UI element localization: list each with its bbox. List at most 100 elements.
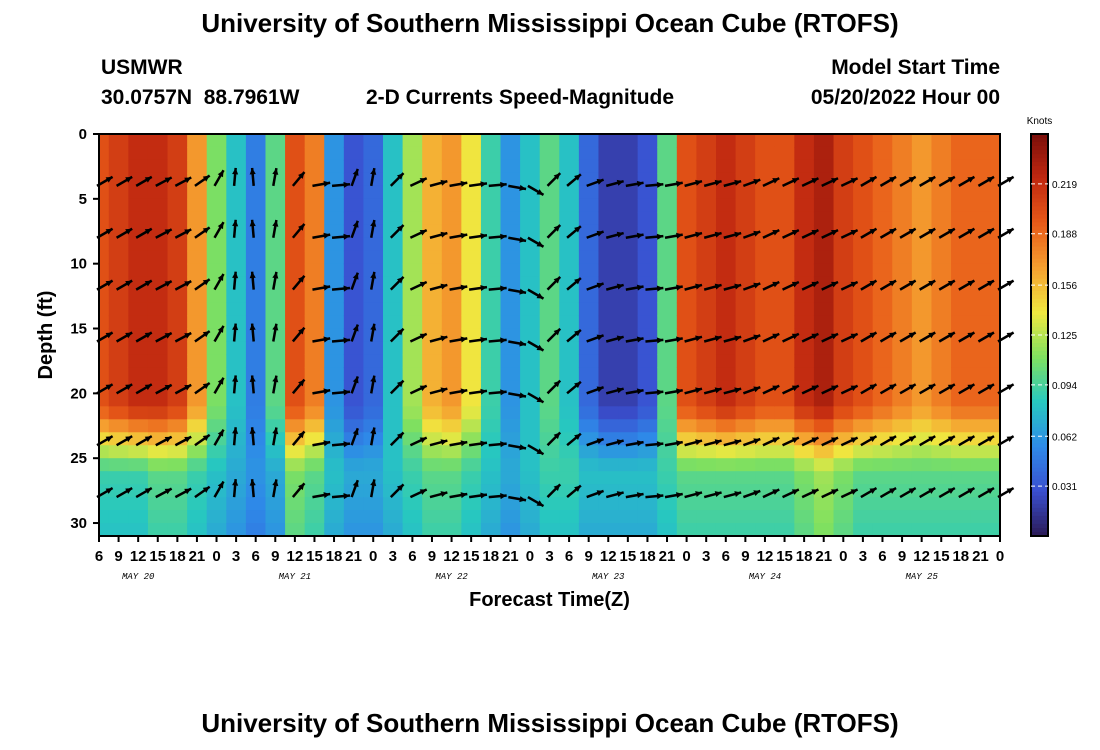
heatmap-cell [696, 341, 717, 356]
heatmap-cell [480, 523, 502, 537]
heatmap-cell [206, 341, 227, 356]
heatmap-cell [833, 146, 854, 161]
vector-arrowhead [553, 276, 561, 284]
vector-arrowhead [519, 184, 527, 191]
heatmap-cell [343, 497, 365, 511]
colorbar-cell [1031, 463, 1048, 469]
heatmap-cell [343, 445, 365, 459]
vector-arrowhead [272, 168, 279, 175]
heatmap-cell [951, 315, 972, 330]
heatmap-cell [285, 185, 306, 200]
heatmap-cell [285, 523, 306, 537]
heatmap-cell [774, 315, 795, 330]
heatmap-cell [480, 146, 502, 161]
heatmap-cell [598, 367, 619, 381]
heatmap-cell [931, 237, 952, 252]
vector-arrowhead [419, 437, 427, 444]
vector-arrowhead [596, 282, 604, 289]
heatmap-cell [539, 523, 560, 537]
heatmap-cell [951, 510, 972, 524]
heatmap-cell [618, 367, 639, 381]
heatmap-cell [324, 159, 345, 174]
x-tick-label: 18 [796, 548, 813, 565]
heatmap-cell [285, 250, 306, 265]
heatmap-cell [892, 458, 913, 472]
heatmap-cell [539, 302, 560, 317]
heatmap-cell [441, 419, 462, 433]
heatmap-cell [715, 406, 737, 420]
heatmap-cell [735, 406, 756, 420]
heatmap-cell [441, 328, 462, 343]
x-tick-label: 21 [972, 548, 989, 565]
heatmap-cell [206, 354, 227, 369]
heatmap-cell [147, 211, 169, 226]
heatmap-cell [990, 445, 1001, 459]
heatmap-cell [637, 146, 658, 161]
colorbar-cell [1031, 290, 1048, 296]
heatmap-cell [500, 419, 521, 433]
heatmap-cell [578, 510, 600, 524]
heatmap-cell [657, 354, 678, 369]
heatmap-cell [147, 185, 169, 200]
heatmap-cell [383, 419, 404, 433]
heatmap-cell [696, 146, 717, 161]
heatmap-cell [755, 250, 776, 265]
heatmap-cell [383, 198, 404, 213]
heatmap-cell [167, 185, 188, 200]
heatmap-cell [872, 484, 893, 498]
heatmap-cell [774, 393, 795, 407]
heatmap-cell [559, 354, 580, 369]
heatmap-cell [304, 497, 325, 511]
colorbar-cell [1031, 395, 1048, 400]
vector-arrowhead [734, 387, 742, 394]
heatmap-cell [226, 198, 247, 213]
heatmap-cell [324, 523, 345, 537]
heatmap-cell [618, 289, 639, 304]
heatmap-cell [99, 354, 110, 369]
heatmap-cell [931, 497, 952, 511]
heatmap-cell [128, 419, 149, 433]
heatmap-cell [618, 341, 639, 356]
colorbar-cell [1031, 387, 1048, 392]
heatmap-cell [265, 198, 286, 213]
heatmap-cell [813, 354, 835, 369]
heatmap-cell [774, 302, 795, 317]
heatmap-cell [794, 263, 815, 278]
x-tick-label: 15 [306, 548, 323, 565]
vector-arrowhead [596, 490, 604, 496]
heatmap-cell [990, 185, 1001, 200]
heatmap-cell [422, 263, 443, 278]
vector-arrowhead [480, 492, 487, 499]
heatmap-cell [226, 497, 247, 511]
heatmap-cell [108, 328, 129, 343]
colorbar-cell [1031, 443, 1048, 449]
heatmap-cell [206, 263, 227, 278]
vector-arrowhead [553, 328, 561, 336]
heatmap-cell [755, 211, 776, 226]
heatmap-cell [676, 237, 698, 252]
heatmap-cell [951, 224, 972, 239]
heatmap-cell [539, 497, 560, 511]
colorbar-tick-label: 0.188 [1052, 230, 1077, 241]
heatmap-cell [363, 302, 384, 317]
x-tick-label: 12 [913, 548, 930, 565]
heatmap-cell [794, 341, 815, 356]
heatmap-cell [363, 289, 384, 304]
heatmap-cell [970, 341, 991, 356]
vector-arrowhead [396, 173, 404, 180]
heatmap-cell [892, 484, 913, 498]
heatmap-cell [226, 315, 247, 330]
heatmap-cell [853, 341, 874, 356]
vector-arrowhead [947, 384, 955, 391]
colorbar-cell [1031, 246, 1048, 252]
heatmap-cell [892, 471, 913, 485]
heatmap-cell [187, 510, 208, 524]
heatmap-cell [559, 367, 580, 381]
heatmap-cell [539, 510, 560, 524]
heatmap-cell [187, 497, 208, 511]
vector-arrowhead [676, 336, 683, 343]
vector-arrowhead [656, 181, 664, 188]
heatmap-cell [911, 224, 933, 239]
heatmap-cell [324, 250, 345, 265]
heatmap-cell [794, 406, 815, 420]
